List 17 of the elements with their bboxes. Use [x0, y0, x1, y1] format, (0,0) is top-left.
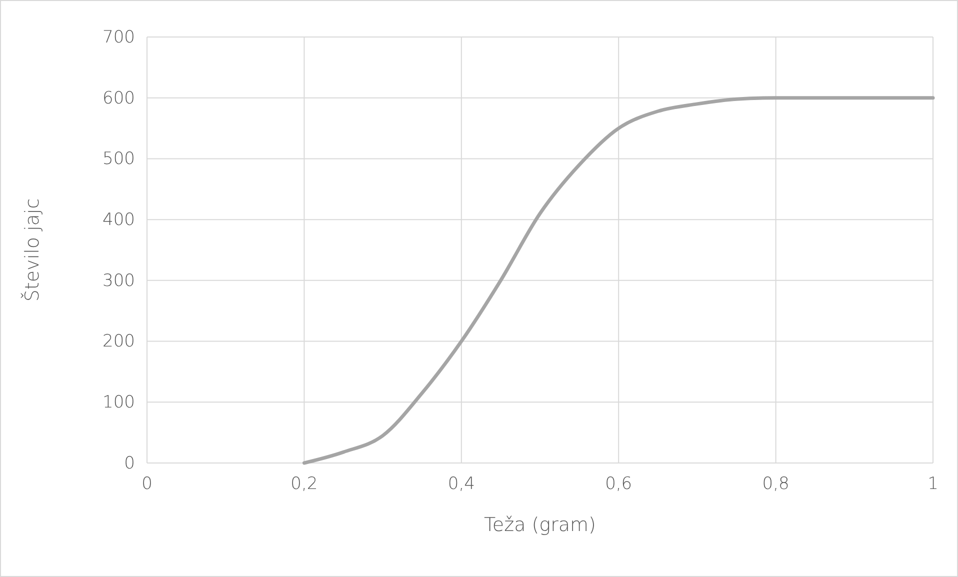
line-series — [302, 96, 935, 465]
x-tick-label: 0,2 — [290, 474, 318, 494]
y-tick-label: 700 — [102, 27, 135, 48]
y-tick-label: 300 — [102, 270, 135, 291]
y-tick-label: 0 — [124, 453, 135, 474]
y-tick-label: 200 — [102, 332, 135, 352]
x-tick-label: 0 — [142, 474, 152, 494]
x-tick-label: 1 — [928, 474, 938, 494]
x-axis-title: Teža (gram) — [484, 514, 596, 536]
y-tick-label: 400 — [102, 210, 135, 230]
x-tick-label: 0,8 — [762, 474, 790, 494]
x-tick-label: 0,6 — [605, 474, 632, 494]
y-tick-label: 100 — [102, 392, 135, 413]
y-axis-title: Število jajc — [20, 198, 44, 302]
x-tick-label: 0,4 — [448, 474, 475, 494]
y-tick-label: 500 — [102, 149, 135, 170]
y-tick-label: 600 — [102, 88, 135, 108]
